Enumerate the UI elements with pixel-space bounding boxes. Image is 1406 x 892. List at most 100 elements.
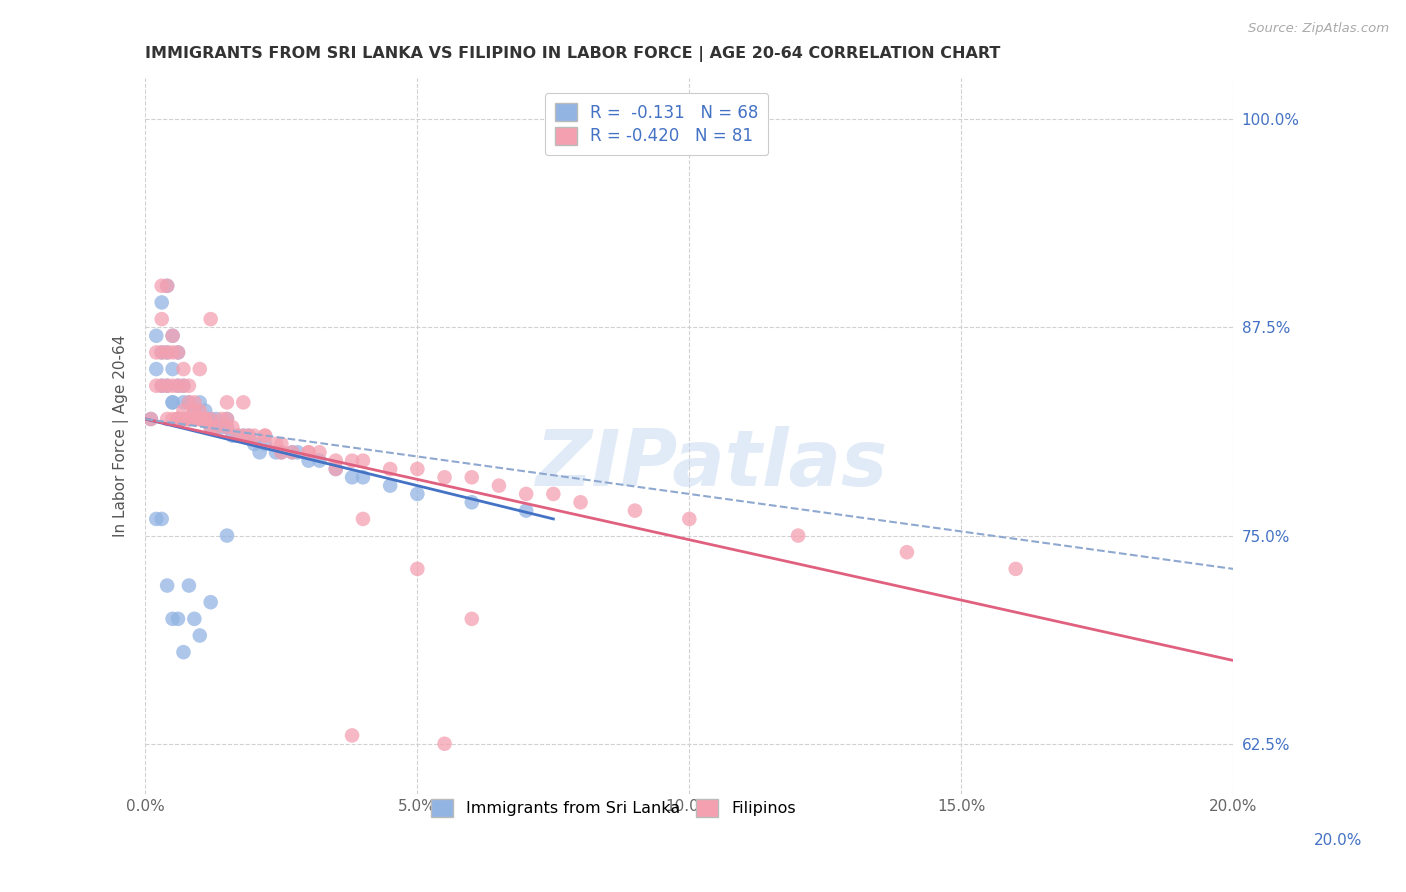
Point bbox=[156, 412, 179, 426]
Point bbox=[325, 462, 347, 476]
Point bbox=[226, 428, 249, 442]
Point bbox=[162, 412, 184, 426]
Point bbox=[406, 462, 429, 476]
Point bbox=[340, 453, 363, 467]
Point bbox=[188, 362, 211, 376]
Point bbox=[194, 412, 217, 426]
Point bbox=[406, 487, 429, 501]
Text: ZIPatlas: ZIPatlas bbox=[534, 426, 887, 502]
Point bbox=[254, 428, 277, 442]
Point bbox=[150, 312, 173, 326]
Point bbox=[340, 470, 363, 484]
Point bbox=[352, 453, 374, 467]
Point bbox=[156, 345, 179, 359]
Point bbox=[215, 395, 238, 409]
Point bbox=[172, 412, 194, 426]
Point bbox=[249, 445, 271, 459]
Point bbox=[264, 445, 287, 459]
Point bbox=[238, 428, 260, 442]
Point bbox=[139, 412, 162, 426]
Point bbox=[281, 445, 304, 459]
Point bbox=[194, 412, 217, 426]
Point bbox=[211, 412, 233, 426]
Point bbox=[200, 312, 222, 326]
Point bbox=[569, 495, 592, 509]
Point bbox=[172, 645, 194, 659]
Point bbox=[188, 403, 211, 417]
Point bbox=[162, 612, 184, 626]
Point bbox=[167, 345, 190, 359]
Point bbox=[177, 412, 200, 426]
Point bbox=[188, 412, 211, 426]
Point bbox=[162, 328, 184, 343]
Point bbox=[167, 345, 190, 359]
Point bbox=[270, 445, 292, 459]
Point bbox=[205, 412, 228, 426]
Text: IMMIGRANTS FROM SRI LANKA VS FILIPINO IN LABOR FORCE | AGE 20-64 CORRELATION CHA: IMMIGRANTS FROM SRI LANKA VS FILIPINO IN… bbox=[145, 46, 1001, 62]
Point bbox=[896, 545, 918, 559]
Point bbox=[172, 362, 194, 376]
Text: 20.0%: 20.0% bbox=[1315, 833, 1362, 847]
Point bbox=[188, 412, 211, 426]
Point bbox=[162, 395, 184, 409]
Point bbox=[232, 428, 254, 442]
Point bbox=[433, 470, 456, 484]
Text: Source: ZipAtlas.com: Source: ZipAtlas.com bbox=[1249, 22, 1389, 36]
Point bbox=[243, 428, 266, 442]
Point bbox=[380, 478, 402, 492]
Point bbox=[200, 420, 222, 434]
Point bbox=[281, 445, 304, 459]
Point bbox=[172, 378, 194, 392]
Point bbox=[270, 437, 292, 451]
Point bbox=[194, 403, 217, 417]
Point bbox=[406, 562, 429, 576]
Point bbox=[461, 470, 484, 484]
Point bbox=[221, 428, 243, 442]
Point bbox=[325, 453, 347, 467]
Point bbox=[177, 395, 200, 409]
Point bbox=[183, 403, 205, 417]
Point bbox=[243, 437, 266, 451]
Point bbox=[139, 412, 162, 426]
Point bbox=[172, 378, 194, 392]
Point bbox=[188, 628, 211, 642]
Point bbox=[1004, 562, 1026, 576]
Point bbox=[787, 528, 810, 542]
Point bbox=[183, 395, 205, 409]
Point bbox=[183, 403, 205, 417]
Point bbox=[156, 578, 179, 592]
Point bbox=[215, 420, 238, 434]
Point bbox=[183, 412, 205, 426]
Point bbox=[200, 412, 222, 426]
Point bbox=[177, 412, 200, 426]
Point bbox=[461, 495, 484, 509]
Point bbox=[543, 487, 565, 501]
Point bbox=[308, 445, 330, 459]
Point bbox=[488, 478, 510, 492]
Point bbox=[162, 362, 184, 376]
Point bbox=[150, 512, 173, 526]
Point bbox=[162, 378, 184, 392]
Point bbox=[380, 462, 402, 476]
Point bbox=[145, 512, 167, 526]
Point bbox=[352, 512, 374, 526]
Point bbox=[145, 378, 167, 392]
Point bbox=[188, 395, 211, 409]
Point bbox=[177, 412, 200, 426]
Point bbox=[461, 612, 484, 626]
Point bbox=[177, 395, 200, 409]
Point bbox=[221, 420, 243, 434]
Point bbox=[678, 512, 700, 526]
Point bbox=[215, 420, 238, 434]
Point bbox=[167, 412, 190, 426]
Point bbox=[270, 445, 292, 459]
Point bbox=[150, 378, 173, 392]
Point bbox=[254, 437, 277, 451]
Point bbox=[515, 487, 537, 501]
Point bbox=[162, 328, 184, 343]
Point bbox=[172, 395, 194, 409]
Point bbox=[167, 412, 190, 426]
Point bbox=[183, 412, 205, 426]
Point bbox=[297, 445, 319, 459]
Point bbox=[515, 503, 537, 517]
